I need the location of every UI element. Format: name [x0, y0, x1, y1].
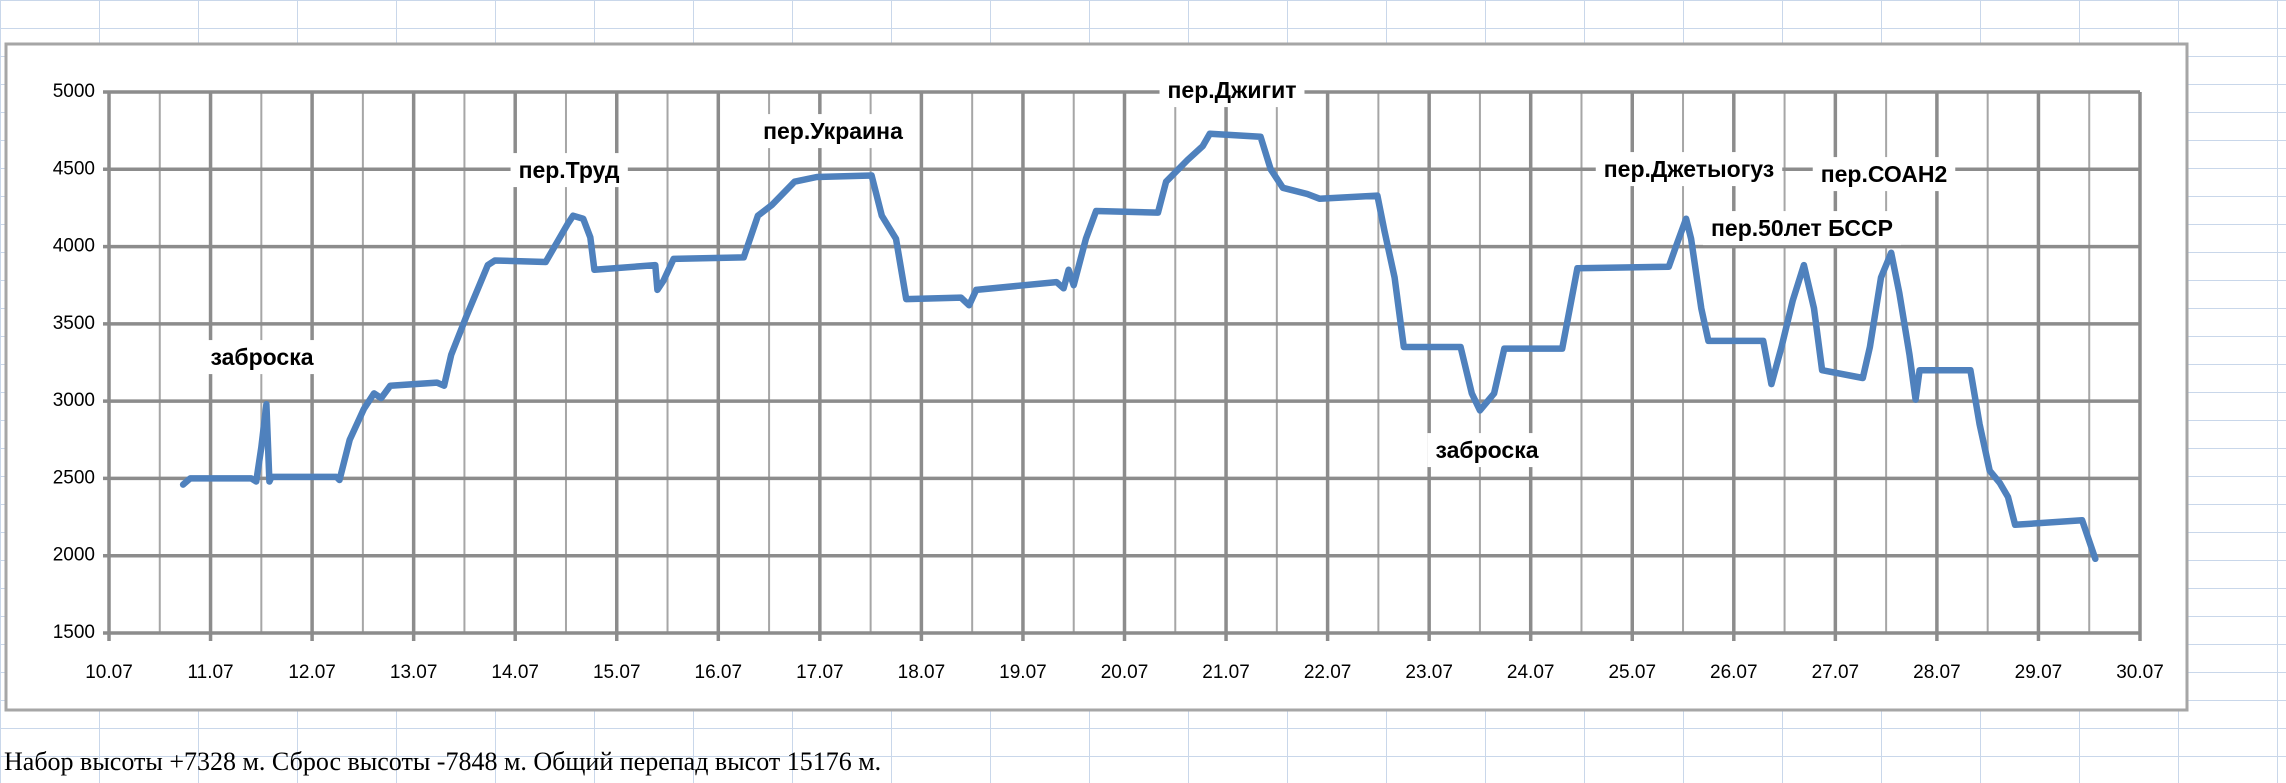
- x-tick-label: 15.07: [593, 662, 641, 683]
- x-tick-label: 19.07: [999, 662, 1047, 683]
- annotation: заброска: [210, 344, 313, 370]
- annotation-background: [1812, 157, 1956, 192]
- x-tick-label: 25.07: [1608, 662, 1656, 683]
- annotation-background: [510, 153, 628, 188]
- y-tick-label: 5000: [53, 81, 95, 102]
- annotation: заброска: [1435, 437, 1538, 463]
- annotation-background: [1159, 73, 1305, 108]
- y-tick-label: 4000: [53, 236, 95, 257]
- annotation-background: [202, 340, 322, 375]
- x-tick-label: 22.07: [1304, 662, 1352, 683]
- annotation: пер.Украина: [763, 118, 903, 144]
- caption: Набор высоты +7328 м. Сброс высоты -7848…: [4, 747, 881, 776]
- annotation-background: [1703, 211, 1901, 246]
- x-tick-label: 11.07: [187, 662, 233, 683]
- annotation: пер.50лет БССР: [1711, 215, 1893, 241]
- x-tick-label: 21.07: [1202, 662, 1250, 683]
- x-tick-label: 17.07: [796, 662, 844, 683]
- annotation: пер.Джигит: [1168, 77, 1297, 103]
- x-tick-label: 27.07: [1812, 662, 1860, 683]
- annotation-background: [1595, 152, 1783, 187]
- x-tick-label: 26.07: [1710, 662, 1758, 683]
- x-tick-label: 29.07: [2015, 662, 2063, 683]
- x-tick-label: 30.07: [2116, 662, 2164, 683]
- x-tick-label: 13.07: [390, 662, 438, 683]
- y-tick-label: 2500: [53, 467, 95, 488]
- y-tick-label: 2000: [53, 545, 95, 566]
- annotation: пер.СОАН2: [1821, 161, 1948, 187]
- annotation-background: [1427, 433, 1547, 468]
- x-tick-label: 16.07: [695, 662, 743, 683]
- y-tick-label: 1500: [53, 622, 95, 643]
- elevation-line: [179, 130, 2099, 563]
- y-tick-label: 3500: [53, 313, 95, 334]
- x-tick-label: 20.07: [1101, 662, 1149, 683]
- x-tick-label: 14.07: [491, 662, 539, 683]
- x-tick-label: 10.07: [85, 662, 133, 683]
- annotation: пер.Труд: [519, 157, 620, 183]
- annotation-background: [755, 114, 912, 149]
- x-tick-label: 12.07: [288, 662, 336, 683]
- chart-area: [4, 42, 2189, 712]
- y-tick-label: 4500: [53, 158, 95, 179]
- x-tick-label: 18.07: [898, 662, 946, 683]
- x-tick-label: 23.07: [1405, 662, 1453, 683]
- x-tick-label: 28.07: [1913, 662, 1961, 683]
- annotation: пер.Джетыогуз: [1604, 156, 1774, 182]
- x-tick-label: 24.07: [1507, 662, 1555, 683]
- y-tick-label: 3000: [53, 390, 95, 411]
